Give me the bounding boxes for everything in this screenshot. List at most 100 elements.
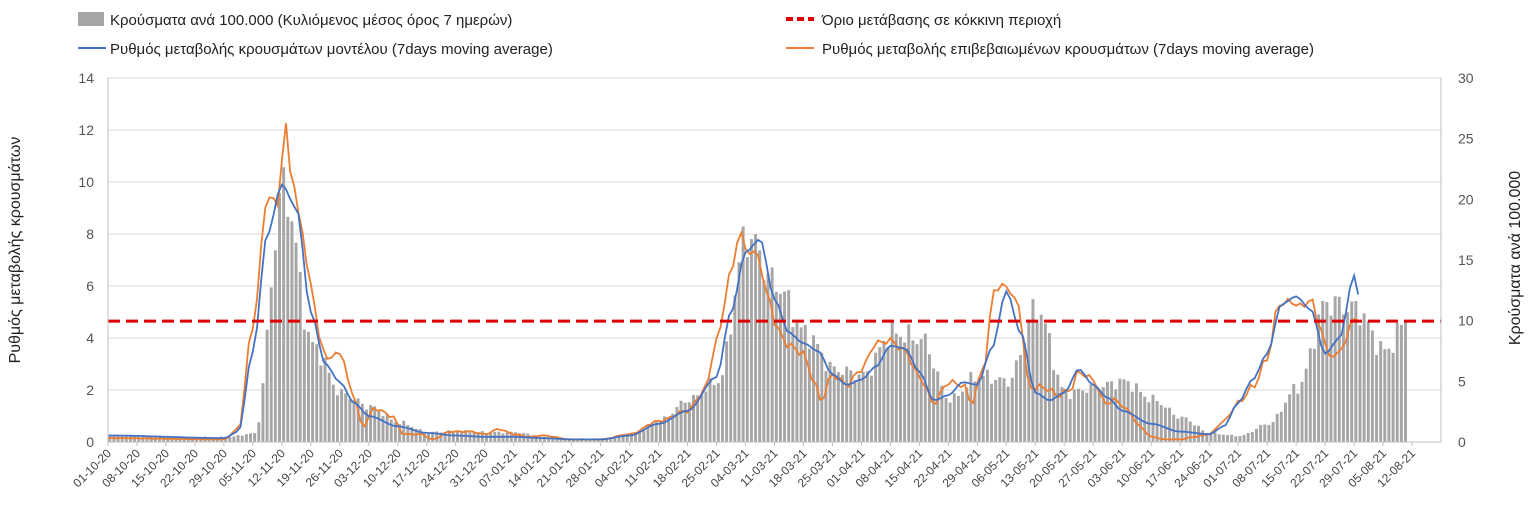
case-bar — [327, 372, 331, 442]
case-bar — [1259, 424, 1263, 442]
case-bar — [224, 437, 228, 442]
case-bar — [853, 380, 857, 442]
case-bar — [990, 383, 994, 442]
case-bar — [720, 375, 724, 442]
case-bar — [770, 267, 774, 442]
y-left-tick-label: 4 — [86, 330, 94, 346]
case-bar — [530, 435, 534, 442]
case-bar — [559, 438, 563, 442]
case-bar — [232, 436, 236, 442]
case-bar — [1263, 424, 1267, 442]
case-bar — [542, 436, 546, 442]
case-bar — [865, 371, 869, 442]
case-bar — [845, 366, 849, 442]
case-bar — [849, 370, 853, 442]
case-bar — [580, 439, 584, 442]
case-bar — [331, 384, 335, 442]
case-bar — [841, 374, 844, 442]
y-right-tick-label: 25 — [1458, 131, 1474, 147]
case-bar — [948, 402, 952, 442]
y-right-tick-label: 20 — [1458, 191, 1474, 207]
case-bar — [1143, 396, 1147, 442]
case-bar — [282, 167, 286, 442]
case-bar — [340, 389, 344, 442]
case-bar — [265, 329, 269, 442]
case-bar — [1097, 391, 1101, 442]
case-bar — [675, 407, 679, 442]
case-bar — [1213, 432, 1217, 442]
case-bar — [1077, 388, 1080, 442]
case-bar — [1329, 315, 1333, 442]
y-left-tick-label: 12 — [78, 122, 94, 138]
y-left-tick-label: 0 — [86, 434, 94, 450]
case-bar — [741, 226, 745, 442]
case-bar — [882, 340, 886, 442]
case-bar — [944, 397, 948, 442]
case-bar — [563, 439, 567, 442]
case-bar — [1110, 381, 1114, 442]
case-bar — [402, 420, 406, 442]
case-bar — [1350, 301, 1354, 442]
case-bar — [696, 395, 700, 442]
case-bar — [965, 387, 969, 442]
case-bar — [311, 342, 315, 442]
case-bar — [571, 439, 575, 442]
case-bar — [286, 216, 290, 442]
y-right-tick-label: 0 — [1458, 434, 1466, 450]
case-bar — [1048, 333, 1051, 442]
case-bar — [120, 436, 124, 442]
case-bar — [977, 376, 981, 442]
y-right-tick-label: 5 — [1458, 373, 1466, 389]
case-bar — [393, 422, 397, 442]
case-bar — [667, 417, 671, 442]
case-bar — [894, 333, 898, 442]
case-bar — [687, 402, 691, 442]
legend-label-confirmed: Ρυθμός μεταβολής επιβεβαιωμένων κρουσμάτ… — [822, 41, 1314, 58]
case-bar — [836, 372, 840, 442]
case-bar — [625, 435, 629, 442]
case-bar — [1337, 296, 1341, 442]
case-bar — [820, 352, 824, 442]
case-bar — [228, 437, 232, 442]
case-bar — [538, 436, 542, 442]
case-bar — [679, 400, 683, 442]
case-bar — [1093, 384, 1097, 442]
bars-series — [108, 167, 1407, 442]
case-bar — [791, 327, 795, 442]
case-bar — [1296, 393, 1300, 442]
case-bar — [1288, 394, 1292, 442]
case-bar — [137, 436, 141, 442]
y-left-tick-label: 14 — [78, 70, 94, 86]
case-bar — [1151, 394, 1155, 442]
case-bar — [1391, 352, 1395, 442]
case-bar — [133, 436, 137, 442]
case-bar — [1250, 432, 1254, 442]
case-bar — [700, 394, 704, 442]
case-bar — [1176, 418, 1180, 442]
case-bar — [1333, 296, 1337, 442]
case-bar — [650, 423, 654, 442]
case-bar — [1035, 320, 1039, 442]
case-bar — [273, 250, 277, 442]
confirmed-rate-line — [107, 123, 1359, 441]
case-bar — [555, 437, 559, 442]
case-bar — [787, 290, 791, 442]
case-bar — [1312, 348, 1316, 442]
case-bar — [1184, 417, 1188, 442]
case-bar — [774, 291, 778, 442]
case-bar — [799, 327, 803, 442]
case-bar — [940, 385, 944, 442]
case-bar — [671, 413, 675, 442]
y-right-tick-label: 10 — [1458, 313, 1474, 329]
case-bar — [377, 410, 381, 442]
case-bar — [658, 421, 662, 442]
case-bar — [919, 339, 923, 442]
case-bar — [985, 369, 989, 442]
case-bar — [729, 334, 733, 442]
case-bar — [1089, 384, 1093, 442]
line-series — [107, 123, 1441, 441]
case-bar — [745, 256, 749, 442]
y-left-tick-label: 6 — [86, 278, 94, 294]
case-bar — [294, 242, 298, 442]
